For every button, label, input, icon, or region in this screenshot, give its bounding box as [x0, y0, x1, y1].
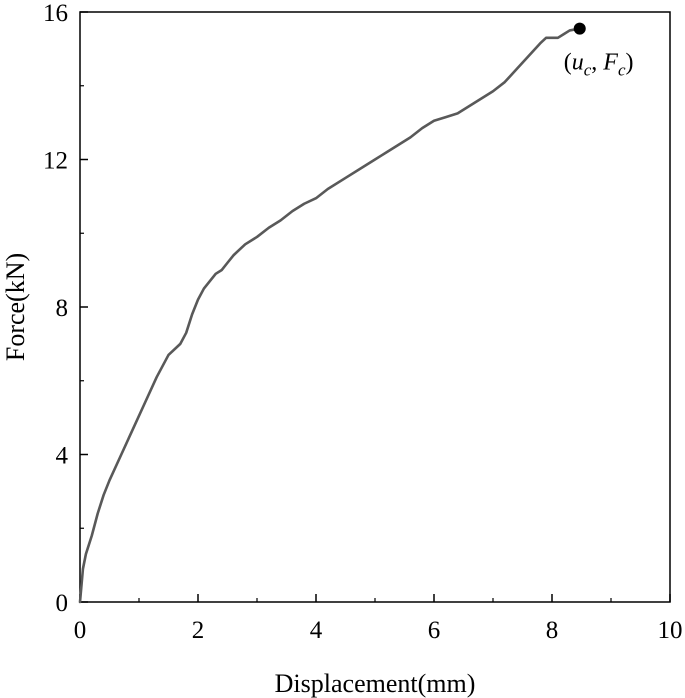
critical-point-marker [573, 22, 586, 35]
x-tick-label: 2 [192, 617, 205, 644]
x-tick-label: 0 [74, 617, 87, 644]
y-tick-label: 16 [43, 0, 68, 27]
x-axis-title: Displacement(mm) [275, 669, 476, 698]
plot-frame [79, 11, 671, 603]
y-tick-label: 12 [43, 148, 68, 175]
x-tick-label: 4 [310, 617, 323, 644]
y-axis-title: Force(kN) [1, 253, 30, 361]
y-tick-label: 4 [56, 443, 69, 470]
x-tick-label: 10 [658, 617, 683, 644]
series-line-0 [78, 27, 582, 604]
y-tick-label: 0 [56, 590, 69, 617]
x-tick-label: 8 [546, 617, 559, 644]
critical-point-label: (uc, Fc) [564, 50, 634, 80]
x-tick-label: 6 [428, 617, 441, 644]
y-tick-label: 8 [56, 295, 69, 322]
